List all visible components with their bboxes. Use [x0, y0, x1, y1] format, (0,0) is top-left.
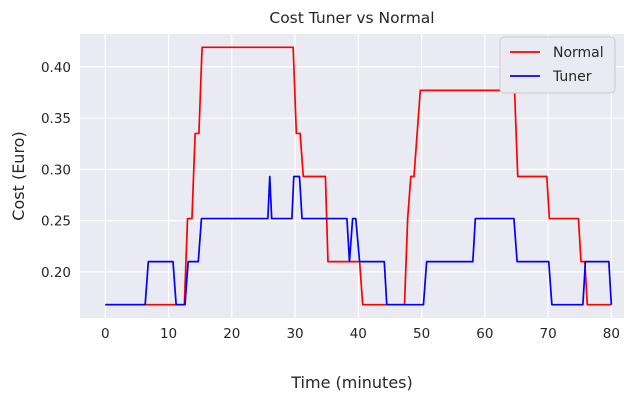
series-line-normal: [105, 46, 612, 306]
x-tick-label: 60: [476, 326, 493, 342]
x-axis-title: Time (minutes): [290, 373, 413, 392]
x-tick-label: 20: [223, 326, 240, 342]
x-tick-label: 10: [160, 326, 177, 342]
legend-box: [499, 36, 616, 94]
y-tick-label: 0.35: [41, 111, 71, 127]
y-axis-title: Cost (Euro): [9, 131, 28, 220]
y-tick-label: 0.40: [41, 60, 71, 76]
y-tick-label: 0.20: [41, 265, 71, 281]
x-tick-label: 80: [603, 326, 620, 342]
x-tick-label: 70: [539, 326, 556, 342]
y-axis-ticks: 0.20 0.25 0.30 0.35 0.40: [41, 60, 71, 281]
y-tick-label: 0.30: [41, 162, 71, 178]
chart-title: Cost Tuner vs Normal: [269, 9, 434, 27]
x-tick-label: 0: [101, 326, 110, 342]
x-tick-label: 50: [413, 326, 430, 342]
y-tick-label: 0.25: [41, 214, 71, 230]
legend: Normal Tuner: [499, 36, 616, 94]
x-tick-label: 40: [350, 326, 367, 342]
legend-label-tuner: Tuner: [552, 69, 592, 85]
series-layer: [105, 46, 613, 306]
x-tick-label: 30: [286, 326, 303, 342]
legend-label-normal: Normal: [553, 45, 604, 61]
x-axis-ticks: 0 10 20 30 40 50 60 70 80: [101, 326, 620, 342]
series-line-tuner: [105, 175, 613, 306]
